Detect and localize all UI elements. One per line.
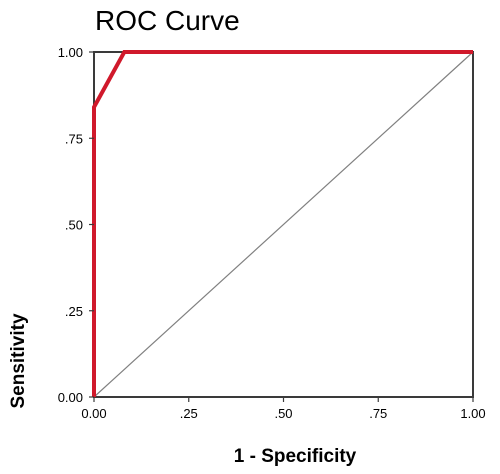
- y-axis-ticks: 0.00 .25 .50 .75 1.00: [58, 45, 94, 405]
- x-axis-ticks: 0.00 .25 .50 .75 1.00: [81, 397, 486, 421]
- y-axis-title: Sensitivity: [8, 313, 29, 408]
- y-tick-label: .25: [65, 304, 83, 319]
- y-tick-label: 1.00: [58, 45, 83, 60]
- y-tick-label: .50: [65, 218, 83, 233]
- x-tick-label: .25: [180, 406, 198, 421]
- roc-series-line-1: [92, 50, 473, 397]
- y-tick-label: .75: [65, 131, 83, 146]
- x-tick-label: 0.00: [81, 406, 106, 421]
- y-tick-label: 0.00: [58, 390, 83, 405]
- plot-area: [92, 50, 474, 398]
- x-tick-label: .75: [369, 406, 387, 421]
- reference-line: [93, 51, 474, 398]
- x-tick-label: 1.00: [460, 406, 485, 421]
- chart-title: ROC Curve: [95, 5, 240, 36]
- x-tick-label: .50: [274, 406, 292, 421]
- x-axis-title: 1 - Specificity: [234, 446, 357, 467]
